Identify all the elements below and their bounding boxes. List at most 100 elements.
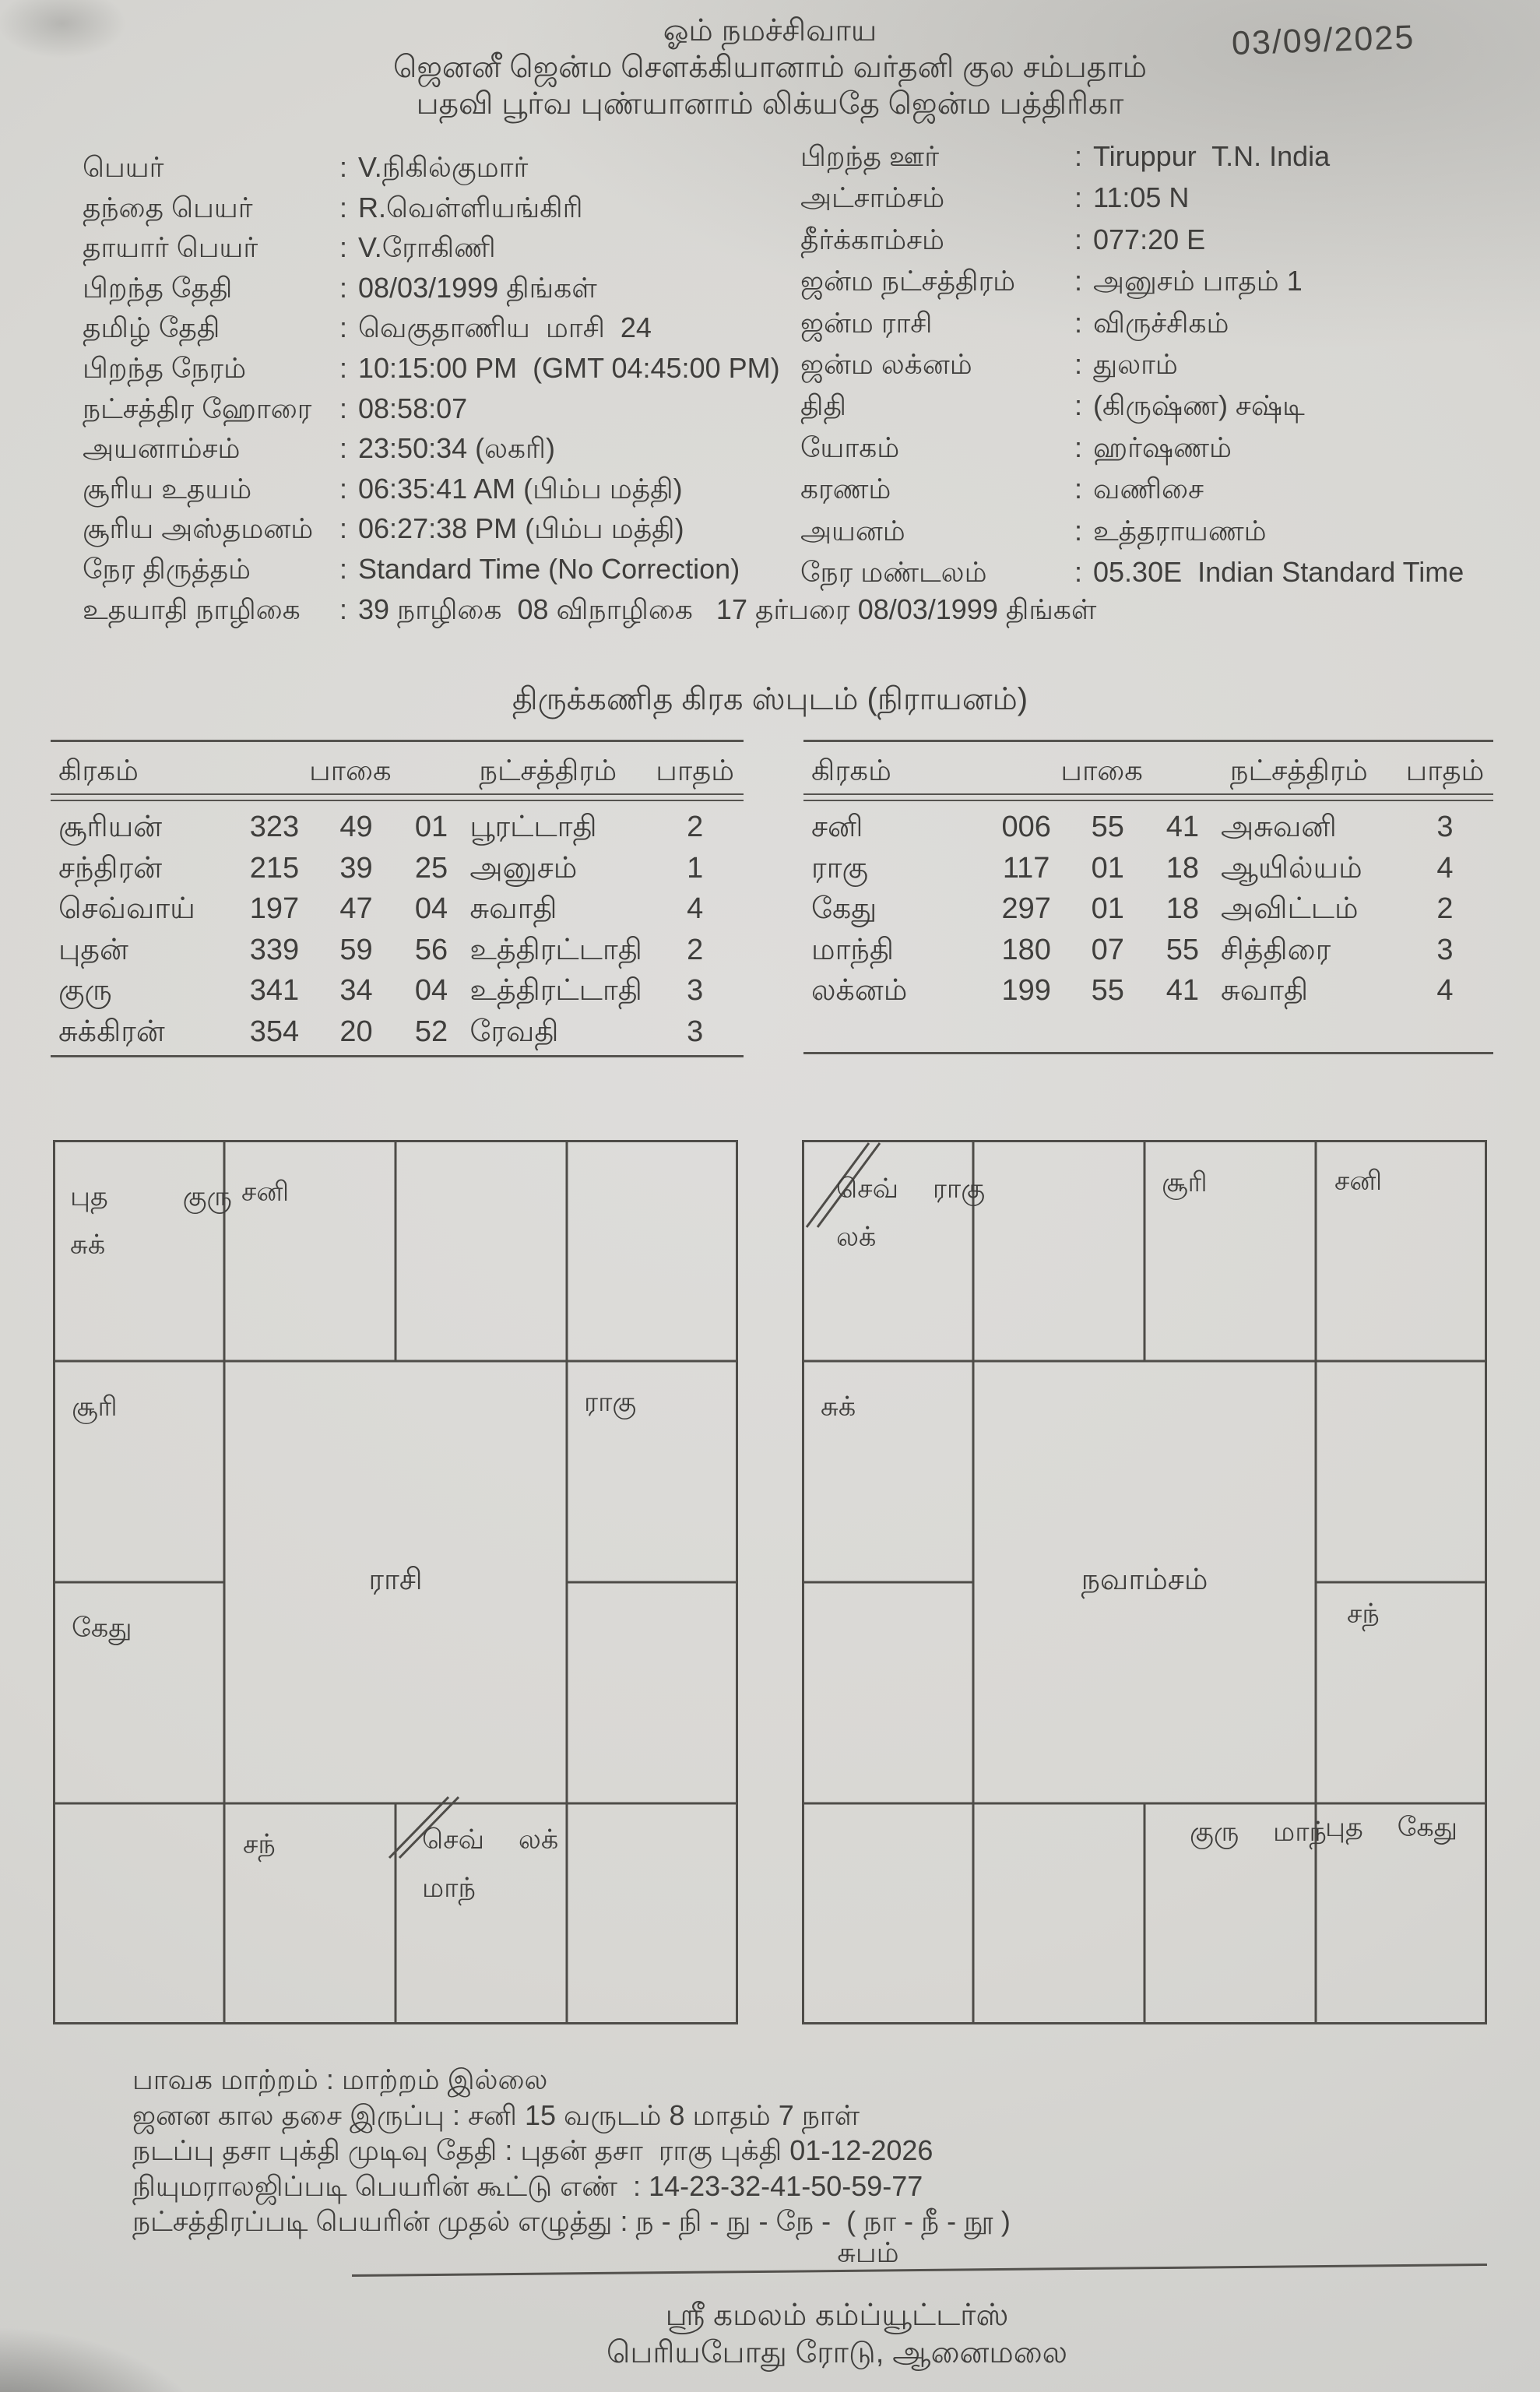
detail-label: தமிழ் தேதி bbox=[83, 311, 220, 344]
sec-cell: 41 bbox=[1166, 974, 1199, 1007]
rasi-center-label: ராசி bbox=[368, 1564, 423, 1596]
table-row: கேது 297 01 18 அவிட்டம் 2 bbox=[803, 892, 1493, 934]
planet-table-right: கிரகம் பாகை நட்சத்திரம் பாதம் சனி 006 55 41… bbox=[803, 740, 1493, 1054]
rasi-cell-r2c0: கேது bbox=[72, 1604, 132, 1652]
detail-value: அனுசம் பாதம் 1 bbox=[1093, 265, 1303, 297]
sec-cell: 41 bbox=[1166, 811, 1199, 843]
nakshatra-cell: பூரட்டாதி bbox=[469, 811, 597, 843]
min-cell: 55 bbox=[1091, 811, 1124, 843]
detail-label: பெயர் bbox=[83, 151, 164, 183]
navamsa-cell-r1c0: சுக் bbox=[821, 1383, 856, 1431]
header: ஓம் நமச்சிவாய ஜெனனீ ஜென்ம சௌக்கியானாம் வ… bbox=[0, 12, 1540, 122]
details-left-column: பெயர்: V.நிகில்குமார் தந்தை பெயர்: R.வெள்ள… bbox=[83, 151, 1096, 633]
sec-cell: 18 bbox=[1166, 892, 1199, 925]
colon: : bbox=[1074, 431, 1083, 463]
detail-row: பிறந்த நேரம்:10:15:00 PM (GMT 04:45:00 P… bbox=[83, 352, 1096, 392]
footer: ஸ்ரீ கமலம் கம்ப்யூட்டர்ஸ் பெரியபோது ரோடு… bbox=[607, 2297, 1067, 2372]
detail-value: Standard Time (No Correction) bbox=[358, 552, 740, 585]
lagna-mark bbox=[388, 1796, 460, 1859]
detail-value: 06:27:38 PM (பிம்ப மத்தி) bbox=[358, 512, 684, 545]
note-line: பாவக மாற்றம் : மாற்றம் இல்லை bbox=[132, 2063, 548, 2095]
rasi-chart-grid bbox=[53, 1140, 738, 2024]
planet-table-left: கிரகம் பாகை நட்சத்திரம் பாதம் சூரியன் 323… bbox=[51, 740, 744, 1057]
deg-cell: 215 bbox=[249, 851, 300, 885]
detail-label: உதயாதி நாழிகை bbox=[83, 593, 301, 625]
colon: : bbox=[1074, 181, 1083, 214]
table-row: சனி 006 55 41 அசுவனி 3 bbox=[803, 811, 1493, 852]
navamsa-cell-text: புத கேது bbox=[1325, 1812, 1458, 1842]
graha-cell: சுக்கிரன் bbox=[58, 1015, 165, 1048]
sloka-line-1: ஜெனனீ ஜென்ம சௌக்கியானாம் வர்தனி குல சம்ப… bbox=[393, 51, 1147, 84]
rasi-cell-r3c1: சந் bbox=[243, 1820, 276, 1869]
paadham-cell: 4 bbox=[1436, 974, 1454, 1007]
navamsa-center-label: நவாம்சம் bbox=[1081, 1564, 1208, 1596]
navamsa-cell-text: குரு மாந் bbox=[1190, 1817, 1327, 1847]
detail-value: ஹர்ஷணம் bbox=[1093, 431, 1232, 463]
graha-cell: செவ்வாய் bbox=[58, 892, 195, 925]
sec-cell: 55 bbox=[1166, 933, 1199, 966]
navamsa-chart-grid bbox=[802, 1140, 1487, 2024]
graha-cell: சனி bbox=[811, 811, 863, 843]
paadham-cell: 4 bbox=[687, 892, 704, 925]
deg-cell: 341 bbox=[249, 974, 300, 1007]
sec-cell: 04 bbox=[414, 974, 448, 1007]
colon: : bbox=[339, 552, 348, 585]
invocation-line: ஓம் நமச்சிவாய bbox=[663, 14, 877, 47]
detail-label: அட்சாம்சம் bbox=[800, 181, 945, 214]
deg-cell: 197 bbox=[249, 892, 300, 925]
detail-row: சூரிய அஸ்தமனம்:06:27:38 PM (பிம்ப மத்தி) bbox=[83, 512, 1096, 553]
graha-cell: மாந்தி bbox=[811, 933, 894, 966]
detail-label: பிறந்த ஊர் bbox=[800, 140, 940, 172]
detail-value: (கிருஷ்ண) சஷ்டி bbox=[1093, 389, 1305, 422]
detail-label: ஜன்ம ராசி bbox=[800, 306, 933, 339]
colon: : bbox=[1074, 347, 1083, 380]
colon: : bbox=[1074, 514, 1083, 547]
detail-value: 10:15:00 PM (GMT 04:45:00 PM) bbox=[358, 351, 780, 384]
table-header-row: கிரகம் பாகை நட்சத்திரம் பாதம் bbox=[51, 742, 744, 793]
detail-label: தீர்க்காம்சம் bbox=[800, 223, 944, 255]
colon: : bbox=[339, 151, 348, 183]
detail-value: உத்தராயணம் bbox=[1093, 514, 1267, 547]
detail-row: பிறந்த தேதி:08/03/1999 திங்கள் bbox=[83, 272, 1096, 312]
planet-table-title: திருக்கணித கிரக ஸ்புடம் (நிராயனம்) bbox=[512, 682, 1028, 716]
graha-cell: புதன் bbox=[58, 933, 128, 966]
colon: : bbox=[1074, 555, 1083, 588]
paadham-cell: 3 bbox=[687, 1015, 704, 1048]
deg-cell: 199 bbox=[1001, 974, 1051, 1007]
detail-value: 06:35:41 AM (பிம்ப மத்தி) bbox=[358, 472, 683, 505]
detail-row: அயனாம்சம்:23:50:34 (லகரி) bbox=[83, 432, 1096, 473]
note-line: நட்சத்திரப்படி பெயரின் முதல் எழுத்து : ந… bbox=[132, 2205, 1011, 2237]
navamsa-cell-r3c3: புத கேது bbox=[1325, 1803, 1457, 1852]
detail-value: Tiruppur T.N. India bbox=[1093, 140, 1331, 172]
min-cell: 47 bbox=[339, 892, 373, 925]
detail-row: திதி: (கிருஷ்ண) சஷ்டி bbox=[800, 389, 1464, 431]
graha-cell: சந்திரன் bbox=[58, 851, 163, 885]
note-line: நடப்பு தசா புக்தி முடிவு தேதி : புதன் தச… bbox=[132, 2134, 933, 2166]
table-row: ராகு 117 01 18 ஆயில்யம் 4 bbox=[803, 852, 1493, 893]
table-row: புதன் 339 59 56 உத்திரட்டாதி 2 bbox=[51, 934, 744, 975]
col-header-nakshatra: நட்சத்திரம் bbox=[1229, 755, 1368, 786]
min-cell: 01 bbox=[1091, 892, 1124, 925]
detail-value: விருச்சிகம் bbox=[1093, 306, 1229, 339]
detail-row: தமிழ் தேதி: வெகுதாணிய மாசி 24 bbox=[83, 311, 1096, 352]
table-row: சுக்கிரன் 354 20 52 ரேவதி 3 bbox=[51, 1015, 744, 1057]
detail-row: தந்தை பெயர்: R.வெள்ளியங்கிரி bbox=[83, 192, 1096, 232]
min-cell: 07 bbox=[1091, 933, 1124, 966]
detail-value: வணிசை bbox=[1093, 473, 1204, 505]
colon: : bbox=[339, 231, 348, 264]
table-body: சூரியன் 323 49 01 பூரட்டாதி 2 சந்திரன் 215 39 25… bbox=[51, 801, 744, 1056]
graha-cell: லக்னம் bbox=[811, 974, 908, 1007]
publisher-name: ஸ்ரீ கமலம் கம்ப்யூட்டர்ஸ் bbox=[665, 2299, 1009, 2332]
min-cell: 20 bbox=[339, 1015, 373, 1048]
col-header-paadham: பாதம் bbox=[656, 755, 735, 786]
table-row: செவ்வாய் 197 47 04 சுவாதி 4 bbox=[51, 892, 744, 934]
nakshatra-cell: சித்திரை bbox=[1221, 933, 1331, 966]
detail-label: அயனம் bbox=[800, 514, 905, 547]
detail-value: 08:58:07 bbox=[358, 392, 468, 424]
nakshatra-cell: அனுசம் bbox=[469, 851, 578, 885]
detail-row: நேர திருத்தம்: Standard Time (No Correcti… bbox=[83, 553, 1096, 593]
double-rule bbox=[51, 793, 744, 801]
detail-row: உதயாதி நாழிகை:39 நாழிகை 08 விநாழிகை 17 த… bbox=[83, 593, 1096, 634]
deg-cell: 297 bbox=[1001, 892, 1051, 925]
sec-cell: 04 bbox=[414, 892, 448, 925]
